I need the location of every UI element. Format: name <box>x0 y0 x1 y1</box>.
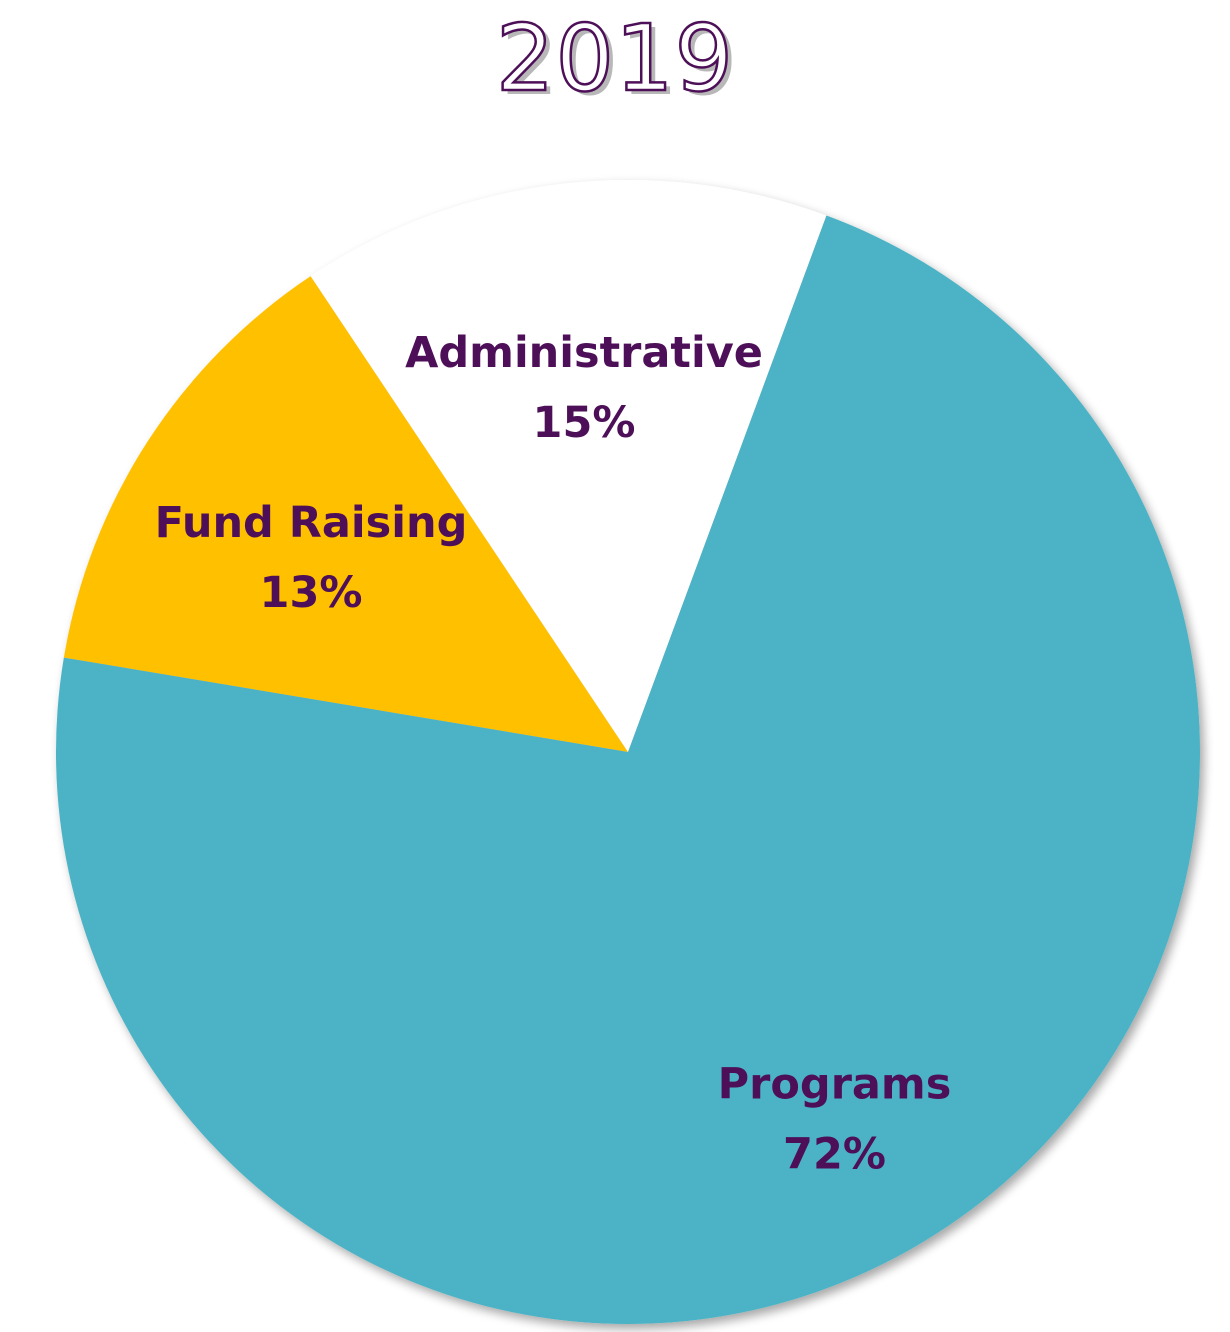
slice-label-administrative: Administrative <box>405 328 763 378</box>
chart-title: 2019 <box>495 4 735 114</box>
slice-label-programs: Programs <box>718 1059 952 1109</box>
pie-slice-fund-raising <box>63 276 628 752</box>
slice-label-fund-raising: Fund Raising <box>155 498 468 548</box>
slice-value-fund-raising: 13% <box>260 568 363 618</box>
pie-slices <box>55 180 1200 1324</box>
pie-labels: Fund Raising 13% Administrative 15% Programs… <box>155 328 952 1179</box>
pie-slice-administrative <box>310 180 827 752</box>
slice-value-administrative: 15% <box>533 398 636 448</box>
slice-value-programs: 72% <box>783 1129 886 1179</box>
pie-slice-programs <box>55 215 1200 1324</box>
